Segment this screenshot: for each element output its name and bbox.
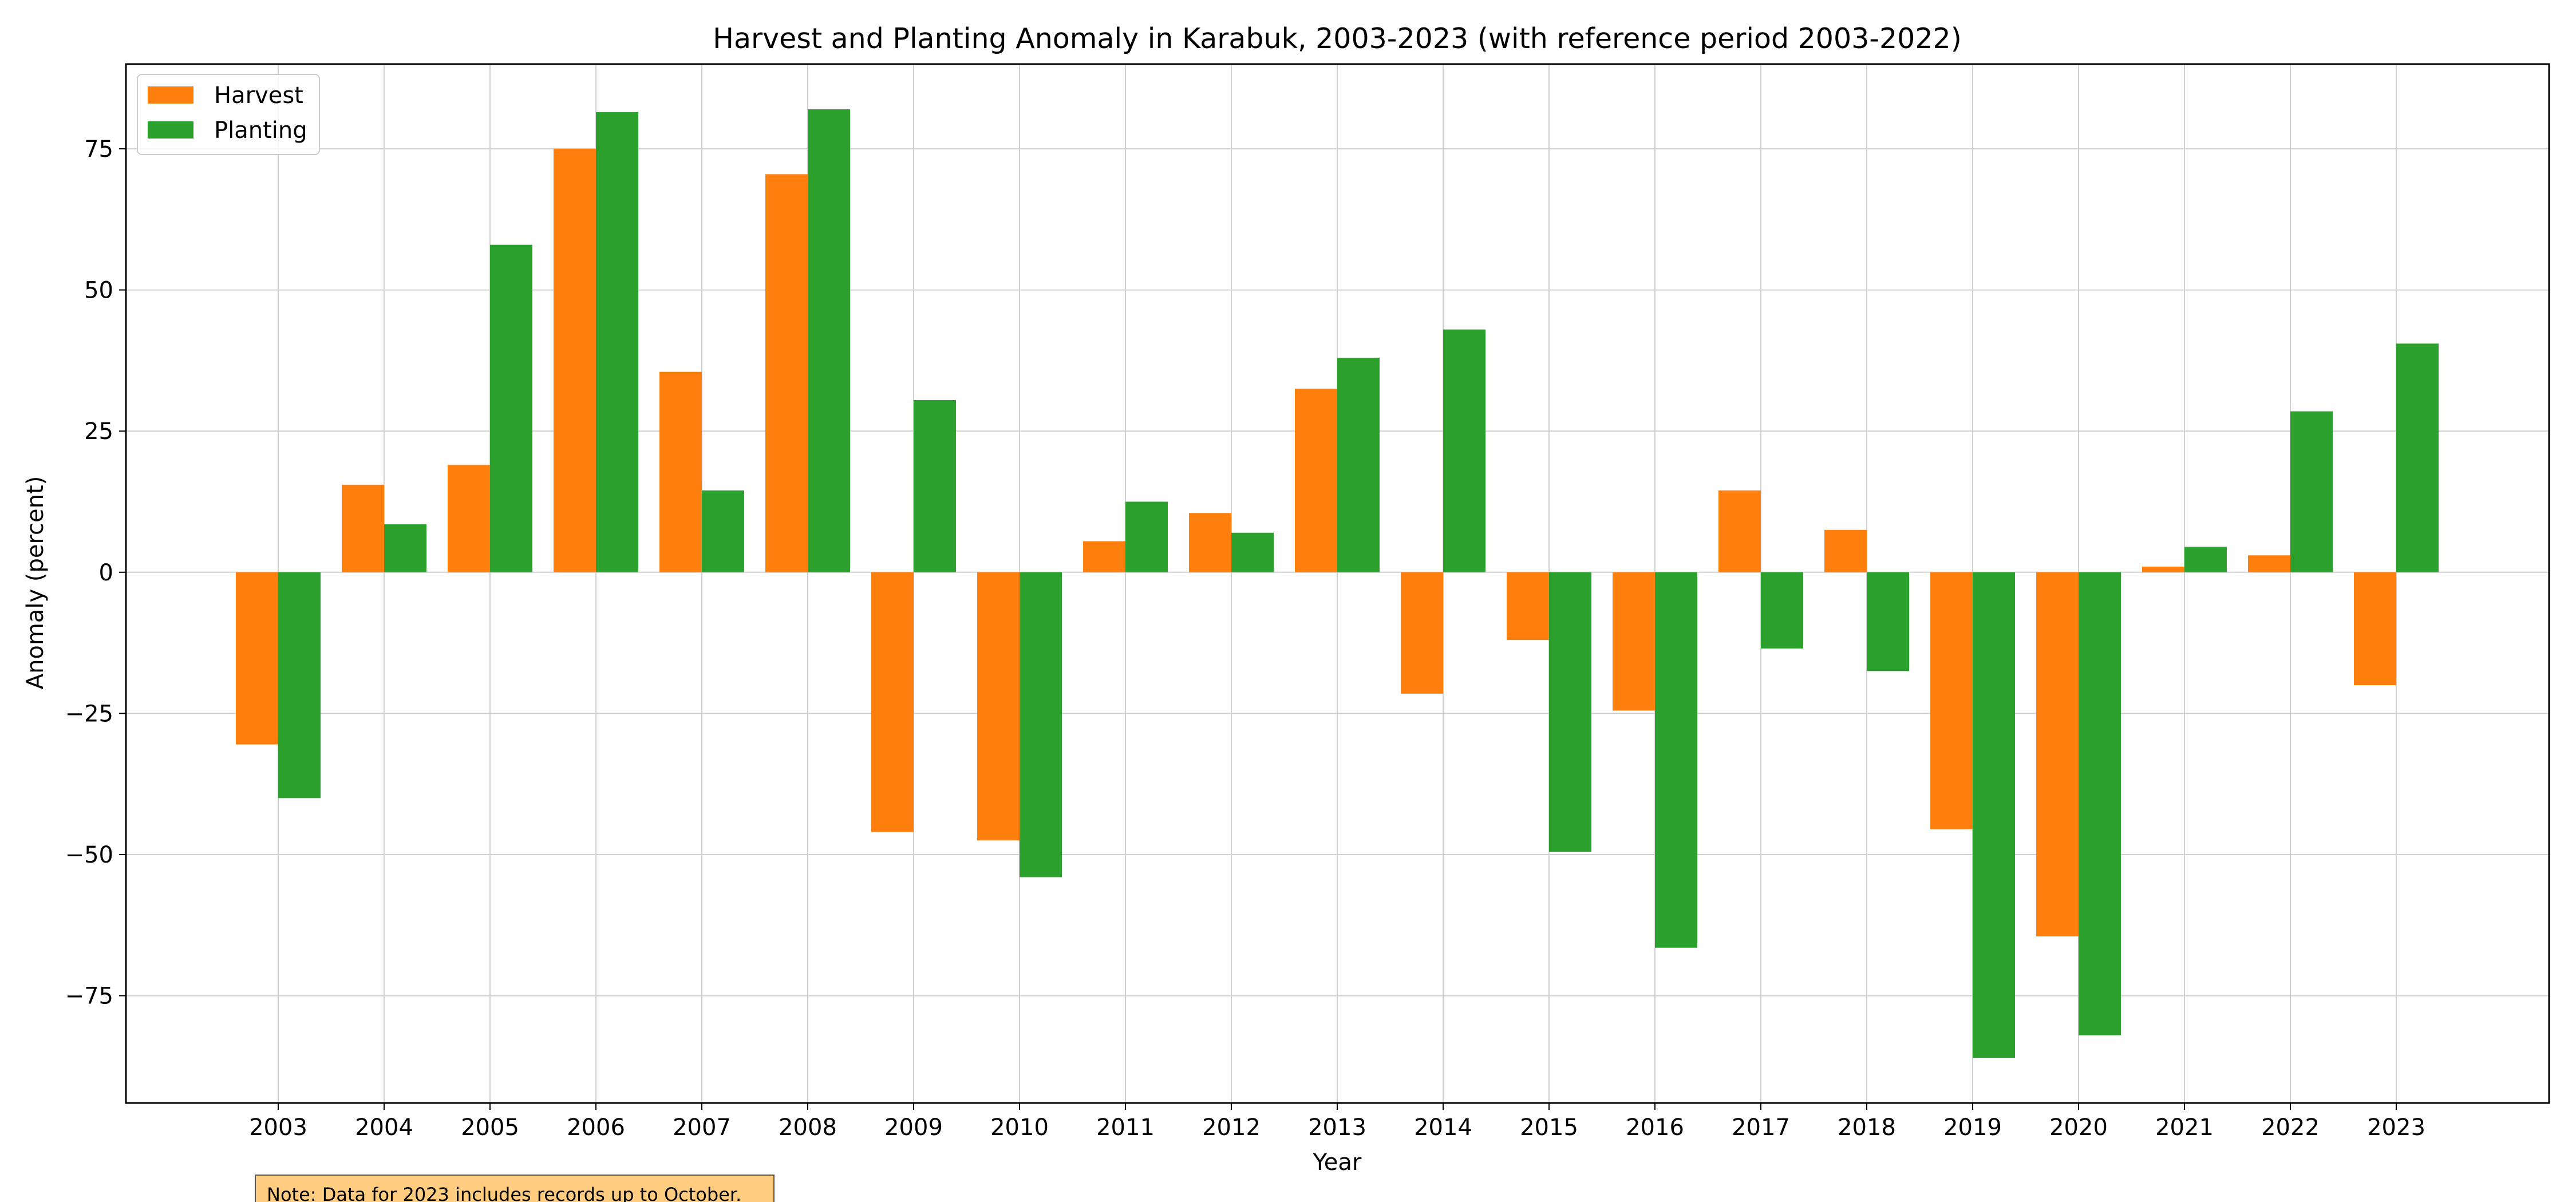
bar-harvest-2015 [1507,572,1549,640]
x-tick-label: 2007 [673,1114,731,1141]
bar-harvest-2012 [1189,513,1231,572]
x-tick-label: 2020 [2049,1114,2108,1141]
bar-planting-2012 [1231,532,1274,572]
chart-title: Harvest and Planting Anomaly in Karabuk,… [713,22,1962,55]
bar-planting-2004 [384,524,426,572]
x-tick-label: 2021 [2155,1114,2214,1141]
y-tick-label: −75 [65,983,113,1010]
bar-harvest-2017 [1718,490,1761,572]
y-tick-label: 50 [84,278,113,304]
bar-planting-2007 [702,490,744,572]
axis-ticks: 75 50 25 0 −25 −50 −75 2003 2004 2005 2006 2007 2008… [65,136,2425,1141]
bar-planting-2023 [2396,343,2439,572]
x-tick-label: 2004 [355,1114,413,1141]
legend-label-harvest: Harvest [214,82,303,109]
legend-swatch-planting [148,121,193,139]
bar-planting-2014 [1443,329,1485,572]
bar-planting-2022 [2290,411,2333,572]
bar-planting-2015 [1549,572,1591,852]
bars [236,109,2439,1058]
x-tick-label: 2003 [249,1114,307,1141]
bar-harvest-2004 [342,484,384,572]
legend-swatch-harvest [148,86,193,104]
bar-harvest-2020 [2036,572,2079,937]
y-tick-label: 25 [84,418,113,445]
bar-harvest-2003 [236,572,278,745]
bar-harvest-2016 [1613,572,1655,711]
note-box: Note: Data for 2023 includes records up … [255,1175,775,1202]
x-tick-label: 2008 [779,1114,837,1141]
bar-planting-2017 [1761,572,1803,649]
bar-harvest-2013 [1295,389,1337,572]
note-background [255,1175,775,1202]
x-tick-label: 2013 [1308,1114,1366,1141]
bar-planting-2009 [914,400,956,572]
bar-planting-2010 [1020,572,1062,877]
bar-harvest-2022 [2248,555,2290,572]
x-tick-label: 2016 [1626,1114,1684,1141]
x-tick-label: 2012 [1202,1114,1261,1141]
x-tick-label: 2022 [2261,1114,2320,1141]
x-tick-label: 2006 [567,1114,625,1141]
bar-planting-2011 [1125,501,1168,572]
bar-harvest-2021 [2142,566,2184,572]
bar-planting-2003 [278,572,321,798]
x-tick-label: 2011 [1096,1114,1155,1141]
bar-planting-2005 [490,244,532,572]
y-tick-label: 75 [84,136,113,163]
x-tick-label: 2014 [1414,1114,1472,1141]
bar-harvest-2011 [1083,541,1125,572]
legend-label-planting: Planting [214,117,307,144]
grid [126,64,2549,1103]
bar-harvest-2009 [871,572,914,832]
bar-harvest-2007 [659,371,702,572]
bar-harvest-2014 [1401,572,1443,694]
y-tick-label: −25 [65,701,113,727]
bar-planting-2021 [2184,547,2227,572]
note-text: Note: Data for 2023 includes records up … [267,1184,741,1202]
bar-planting-2006 [596,112,638,572]
bar-harvest-2008 [765,174,808,572]
y-tick-label: −50 [65,842,113,868]
x-tick-label: 2015 [1520,1114,1578,1141]
x-tick-label: 2019 [1943,1114,2002,1141]
bar-harvest-2018 [1824,529,1867,572]
x-axis-title: Year [1313,1149,1362,1176]
x-tick-label: 2023 [2367,1114,2425,1141]
bar-harvest-2005 [448,465,490,572]
bar-harvest-2023 [2354,572,2396,686]
bar-planting-2020 [2079,572,2121,1035]
x-tick-label: 2017 [1732,1114,1790,1141]
bar-harvest-2010 [977,572,1020,841]
bar-harvest-2006 [554,148,596,572]
bar-planting-2008 [808,109,850,572]
bar-planting-2016 [1655,572,1697,948]
bar-harvest-2019 [1930,572,1973,829]
x-tick-label: 2010 [990,1114,1049,1141]
y-tick-label: 0 [99,560,113,586]
bar-planting-2018 [1867,572,1909,671]
x-tick-label: 2018 [1838,1114,1896,1141]
legend: Harvest Planting [137,74,320,155]
bar-planting-2013 [1337,357,1380,572]
x-tick-label: 2009 [884,1114,943,1141]
x-tick-label: 2005 [461,1114,519,1141]
bar-planting-2019 [1973,572,2015,1058]
y-axis-title: Anomaly (percent) [22,476,49,690]
